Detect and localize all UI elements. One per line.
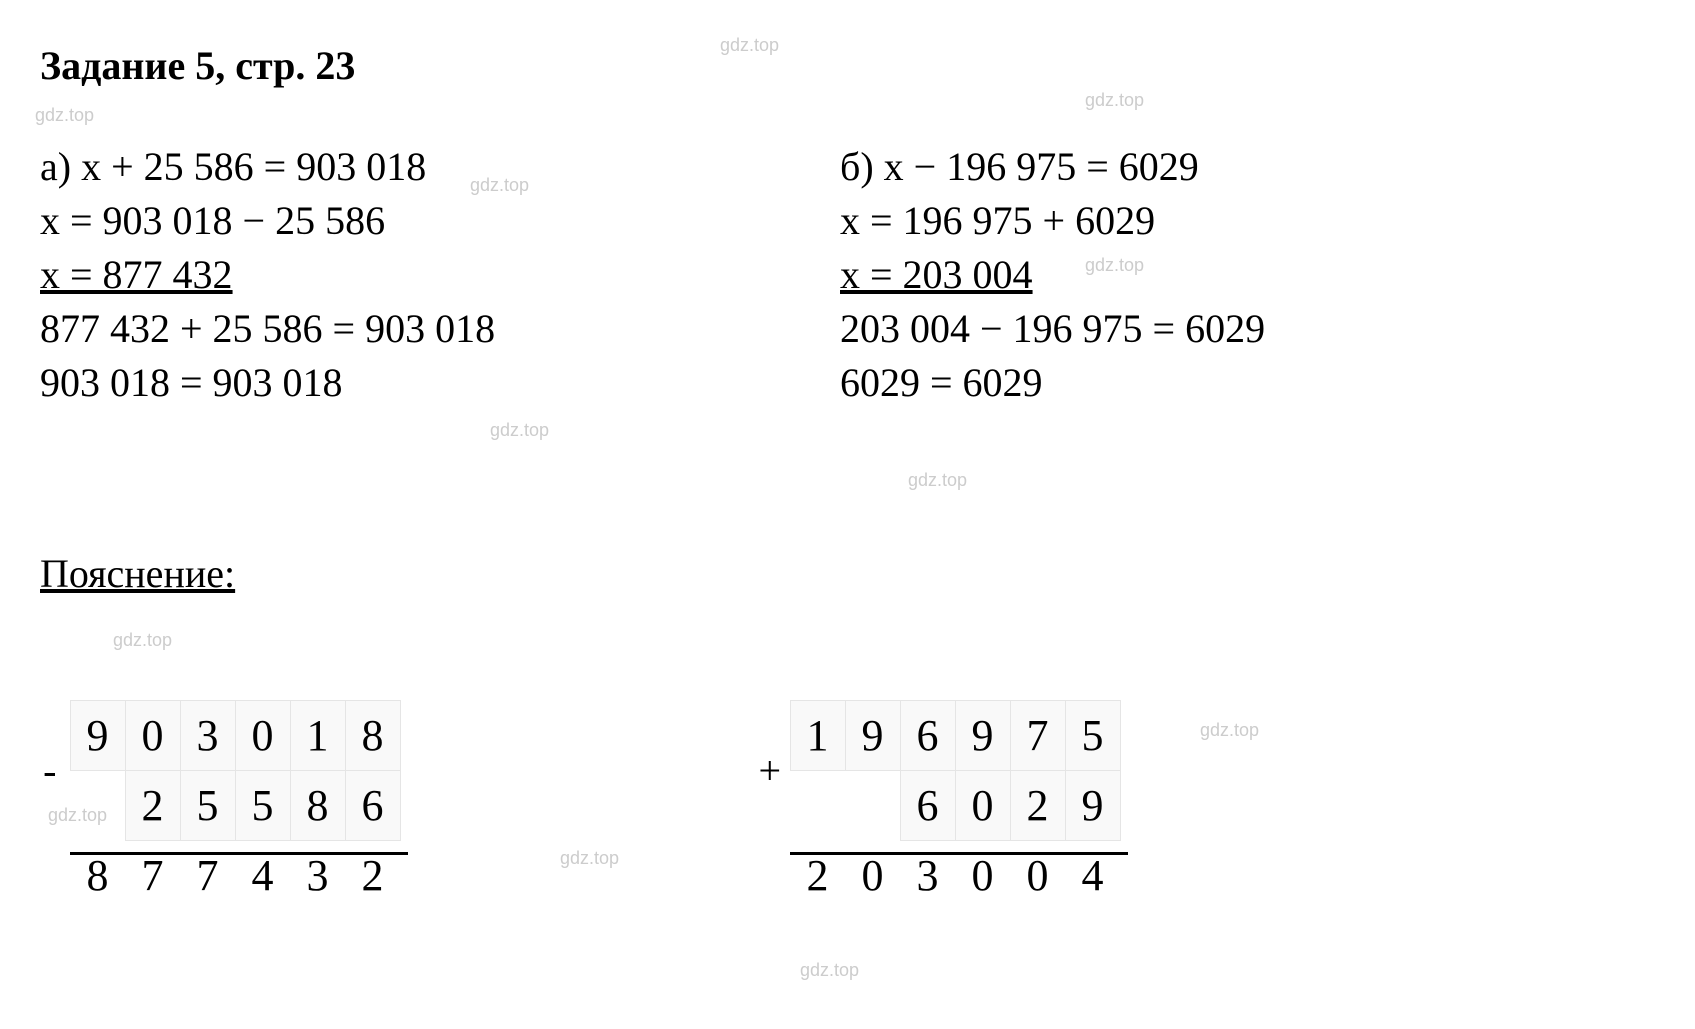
digit-cell: 0 bbox=[1010, 841, 1065, 911]
watermark: gdz.top bbox=[490, 420, 549, 441]
watermark: gdz.top bbox=[1200, 720, 1259, 741]
digit-cell: 0 bbox=[235, 701, 290, 771]
problem-a: а) x + 25 586 = 903 018 x = 903 018 − 25… bbox=[40, 140, 495, 410]
digit-cell: 6 bbox=[900, 701, 955, 771]
digit-cell: 6 bbox=[900, 771, 955, 841]
digit-cell: 5 bbox=[235, 771, 290, 841]
empty-cell bbox=[30, 841, 70, 911]
calc-a-rule bbox=[70, 852, 408, 855]
watermark: gdz.top bbox=[800, 960, 859, 981]
digit-cell: 3 bbox=[180, 701, 235, 771]
digit-cell bbox=[845, 771, 900, 841]
digit-cell: 0 bbox=[845, 841, 900, 911]
digit-cell: 4 bbox=[235, 841, 290, 911]
digit-cell: 2 bbox=[1010, 771, 1065, 841]
watermark: gdz.top bbox=[1085, 90, 1144, 111]
digit-cell: 7 bbox=[1010, 701, 1065, 771]
equation-line: б) x − 196 975 = 6029 bbox=[840, 140, 1265, 194]
digit-cell: 9 bbox=[955, 701, 1010, 771]
digit-cell: 8 bbox=[70, 841, 125, 911]
digit-cell: 8 bbox=[290, 771, 345, 841]
watermark: gdz.top bbox=[560, 848, 619, 869]
calc-b-rule bbox=[790, 852, 1128, 855]
digit-cell: 8 bbox=[345, 701, 400, 771]
equation-line: а) x + 25 586 = 903 018 bbox=[40, 140, 495, 194]
minus-sign: - bbox=[30, 701, 70, 841]
equation-line-result: x = 877 432 bbox=[40, 248, 495, 302]
digit-cell: 9 bbox=[845, 701, 900, 771]
watermark: gdz.top bbox=[720, 35, 779, 56]
problem-b: б) x − 196 975 = 6029 x = 196 975 + 6029… bbox=[840, 140, 1265, 410]
equation-line: 877 432 + 25 586 = 903 018 bbox=[40, 302, 495, 356]
digit-cell: 2 bbox=[345, 841, 400, 911]
digit-cell: 2 bbox=[125, 771, 180, 841]
calculation-a: - 9 0 3 0 1 8 2 5 5 8 6 8 7 7 4 3 2 bbox=[30, 700, 401, 911]
digit-cell: 4 bbox=[1065, 841, 1120, 911]
digit-cell bbox=[790, 771, 845, 841]
equation-line: x = 903 018 − 25 586 bbox=[40, 194, 495, 248]
digit-cell: 1 bbox=[290, 701, 345, 771]
digit-cell: 0 bbox=[955, 841, 1010, 911]
digit-cell: 5 bbox=[1065, 701, 1120, 771]
digit-cell: 0 bbox=[955, 771, 1010, 841]
watermark: gdz.top bbox=[35, 105, 94, 126]
digit-cell: 2 bbox=[790, 841, 845, 911]
digit-cell: 6 bbox=[345, 771, 400, 841]
equation-line: 203 004 − 196 975 = 6029 bbox=[840, 302, 1265, 356]
equation-line-result: x = 203 004 bbox=[840, 248, 1265, 302]
digit-cell: 3 bbox=[290, 841, 345, 911]
digit-cell: 9 bbox=[70, 701, 125, 771]
page-title: Задание 5, стр. 23 bbox=[40, 42, 355, 89]
digit-cell: 0 bbox=[125, 701, 180, 771]
empty-cell bbox=[750, 841, 790, 911]
digit-cell: 7 bbox=[180, 841, 235, 911]
equation-line: x = 196 975 + 6029 bbox=[840, 194, 1265, 248]
explanation-heading: Пояснение: bbox=[40, 550, 235, 597]
digit-cell: 1 bbox=[790, 701, 845, 771]
digit-cell: 3 bbox=[900, 841, 955, 911]
digit-cell: 9 bbox=[1065, 771, 1120, 841]
digit-cell bbox=[70, 771, 125, 841]
watermark: gdz.top bbox=[113, 630, 172, 651]
digit-cell: 5 bbox=[180, 771, 235, 841]
equation-line: 6029 = 6029 bbox=[840, 356, 1265, 410]
equation-line: 903 018 = 903 018 bbox=[40, 356, 495, 410]
watermark: gdz.top bbox=[908, 470, 967, 491]
calculation-b: + 1 9 6 9 7 5 6 0 2 9 2 0 3 0 0 4 bbox=[750, 700, 1121, 911]
digit-cell: 7 bbox=[125, 841, 180, 911]
plus-sign: + bbox=[750, 701, 790, 841]
